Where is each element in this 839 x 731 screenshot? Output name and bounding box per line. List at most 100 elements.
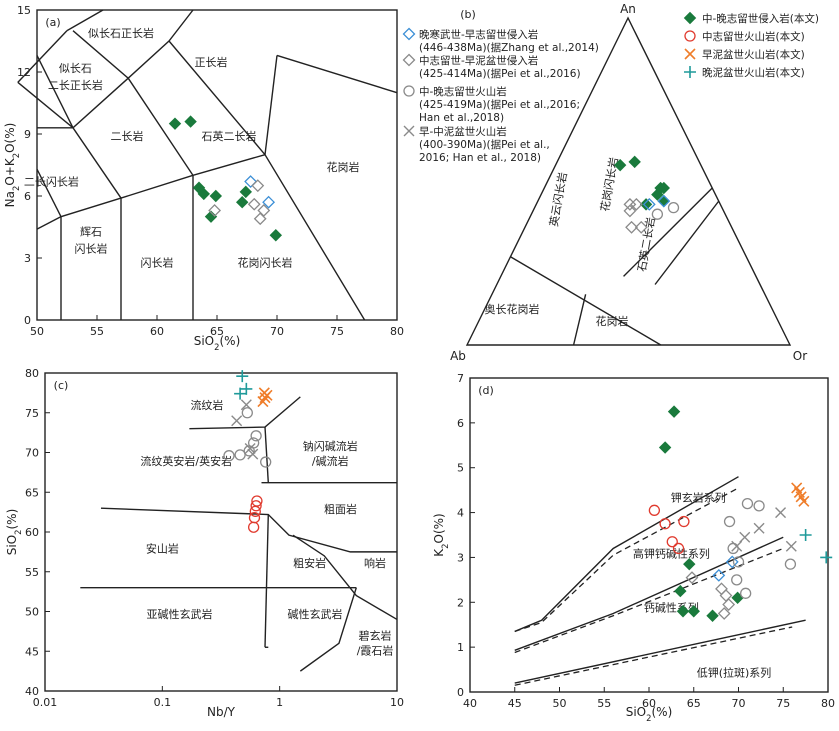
y-tick-label: 65: [25, 486, 39, 499]
point-diamond-blue: [402, 27, 416, 41]
point-diamond-green: [706, 609, 719, 622]
y-axis-title: Na2O+K2O(%): [3, 123, 21, 208]
point-diamond-gray: [257, 204, 271, 217]
field-label: 二长岩: [111, 129, 144, 143]
tas-boundary: [72, 30, 129, 79]
y-tick-label: 70: [25, 447, 39, 460]
point-circle-gray: [250, 430, 262, 442]
point-x-gray: [244, 443, 256, 455]
field-label: 碧玄岩/霞石岩: [357, 628, 394, 657]
point-circle-red: [248, 512, 261, 524]
point-diamond-blue: [657, 194, 671, 208]
point-diamond-green: [197, 187, 211, 201]
point-circle-gray: [247, 437, 260, 449]
point-diamond-gray: [402, 53, 416, 67]
legend-b-label: (425-414Ma)(据Pei et al.,2016): [419, 67, 581, 80]
vertex-label-ab: Ab: [450, 349, 466, 363]
field-label: 钠闪碱流岩/碱流岩: [303, 439, 358, 468]
y-tick-label: 75: [25, 407, 39, 420]
winchester-boundary: [292, 534, 398, 621]
legend-right-label: 晚泥盆世火山岩(本文): [702, 66, 805, 79]
x-tick-label: 45: [508, 697, 522, 710]
point-circle-gray: [741, 497, 754, 510]
field-label: 花岗岩: [596, 314, 629, 328]
series-boundary: [514, 619, 806, 684]
point-diamond-gray: [253, 212, 267, 226]
legend-b-label: (400-390Ma)(据Pei et al.,: [419, 138, 550, 151]
point-diamond-green: [639, 198, 653, 211]
ternary-boundary: [654, 200, 720, 285]
point-x-orange: [684, 48, 696, 60]
y-tick-label: 0: [457, 686, 464, 699]
point-plus-teal: [820, 551, 833, 564]
field-label: 钾玄岩系列: [671, 490, 726, 504]
legend-b-label: 2016; Han et al., 2018): [419, 152, 541, 164]
x-axis-title: Nb/Y: [207, 705, 236, 719]
legend-right: 中-晚志留世侵入岩(本文) 中志留世火山岩(本文) 早泥盆世火山岩(本文) 晚泥盆世火…: [683, 11, 819, 79]
point-diamond-gray: [208, 204, 222, 217]
point-diamond-gray: [251, 179, 265, 193]
x-tick-label: 50: [553, 697, 567, 710]
point-diamond-green: [209, 189, 223, 203]
point-diamond-green: [658, 441, 672, 454]
y-tick-label: 6: [24, 190, 31, 203]
x-tick-label: 70: [732, 697, 746, 710]
point-plus-teal: [799, 529, 812, 541]
point-diamond-blue: [262, 195, 276, 209]
field-label: 粗面岩: [324, 502, 357, 516]
point-diamond-gray: [623, 197, 637, 211]
x-tick-label: 50: [30, 325, 44, 338]
y-tick-label: 15: [17, 4, 31, 17]
point-circle-gray: [241, 407, 253, 419]
point-circle-gray: [260, 456, 272, 468]
tas-boundary: [264, 55, 278, 155]
point-circle-red: [659, 518, 671, 530]
y-tick-label: 45: [25, 645, 39, 658]
y-tick-label: 12: [17, 66, 31, 79]
point-plus-teal: [684, 66, 696, 78]
point-circle-gray: [651, 208, 664, 220]
y-tick-label: 60: [25, 526, 39, 539]
y-tick-label: 50: [25, 606, 39, 619]
x-axis-title: SiO2(%): [194, 334, 241, 352]
y-tick-label: 4: [457, 507, 464, 520]
x-tick-label: 0.01: [33, 696, 58, 709]
point-x-gray: [240, 399, 252, 411]
series-boundary-dashed: [514, 626, 793, 686]
point-diamond-green: [674, 584, 687, 598]
point-diamond-green: [613, 158, 627, 172]
point-x-gray: [231, 415, 243, 427]
point-diamond-gray: [685, 571, 699, 585]
point-x-gray: [785, 540, 797, 552]
legend-right-label: 中-晚志留世侵入岩(本文): [702, 12, 819, 25]
x-axis-title: SiO2(%): [626, 705, 673, 723]
ternary-triangle: [465, 16, 792, 346]
vertex-label-or: Or: [793, 349, 807, 363]
field-label: 高钾钙碱性系列: [633, 546, 710, 560]
field-label: 二长闪长岩: [24, 175, 79, 189]
point-circle-gray: [223, 450, 235, 462]
point-circle-gray: [784, 558, 797, 570]
point-x-gray: [247, 448, 259, 460]
point-circle-gray: [731, 574, 743, 586]
series-boundary: [514, 476, 739, 633]
point-circle-gray: [740, 587, 752, 599]
point-circle-gray: [667, 202, 680, 214]
plot-frame: [44, 372, 398, 692]
tas-boundary: [72, 127, 122, 199]
point-diamond-green: [687, 605, 700, 618]
legend-b: 晚寒武世-早志留世侵入岩(446-438Ma)(据Zhang et al.,20…: [402, 27, 599, 164]
field-label: 闪长岩: [141, 255, 174, 269]
y-tick-label: 5: [457, 462, 464, 475]
point-circle-gray: [723, 515, 736, 528]
x-tick-label: 65: [687, 697, 701, 710]
panel-label: (c): [54, 379, 69, 392]
tas-boundary: [168, 40, 266, 156]
point-circle-gray: [727, 542, 739, 555]
field-label: 花岗岩: [327, 160, 360, 174]
point-diamond-green: [683, 11, 697, 25]
field-label: 粗安岩: [293, 556, 326, 570]
field-label: 低钾(拉斑)系列: [697, 665, 772, 679]
